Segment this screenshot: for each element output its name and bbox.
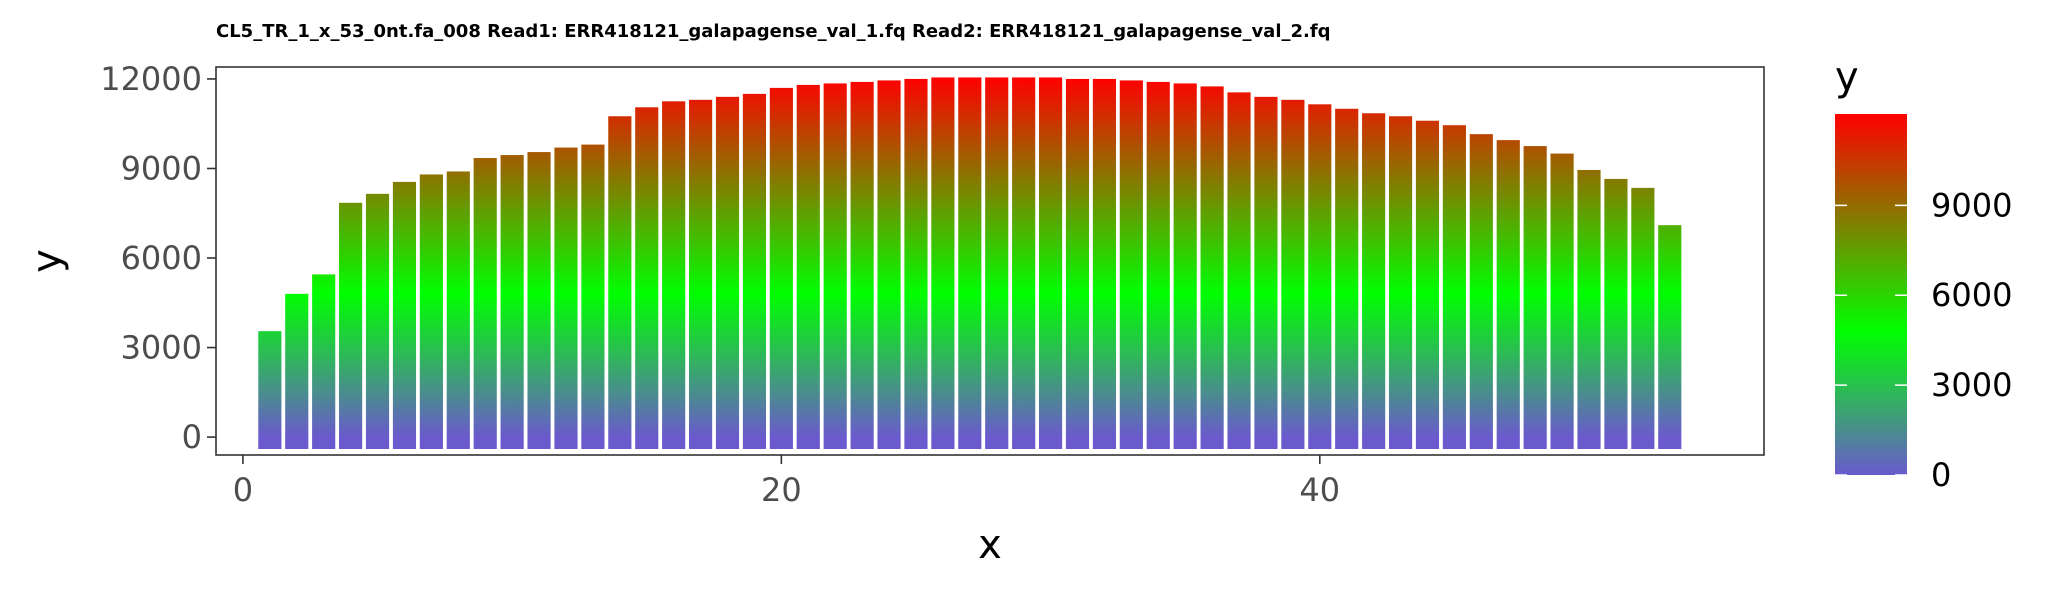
bar [1550, 153, 1574, 450]
bar [1388, 116, 1413, 449]
bar [877, 80, 901, 450]
bar [635, 107, 659, 449]
x-axis-title: x [978, 522, 1002, 568]
bar [419, 174, 443, 449]
bar [1092, 78, 1116, 449]
bar [823, 83, 847, 450]
bar [850, 81, 874, 450]
bar [527, 152, 551, 449]
y-tick-label: 9000 [121, 149, 202, 187]
bar [1200, 86, 1224, 450]
bar [1227, 92, 1251, 450]
bar [312, 274, 336, 449]
y-tick-label: 0 [182, 418, 202, 456]
bar [769, 87, 793, 449]
chart-title: CL5_TR_1_x_53_0nt.fa_008 Read1: ERR41812… [216, 21, 1331, 42]
bar [258, 331, 282, 449]
legend-ticks: 0 3000 6000 9000 [1835, 186, 2012, 494]
bars-layer [258, 77, 1682, 450]
bar [1496, 140, 1520, 449]
bar [1308, 104, 1332, 449]
bar [1012, 77, 1036, 449]
plot-panel-border [215, 66, 1765, 456]
bar [500, 155, 524, 450]
legend-tick-label: 0 [1931, 456, 1951, 494]
bar [1658, 225, 1682, 449]
bar [1039, 77, 1063, 449]
color-legend: y 0 3000 6000 9000 [1835, 54, 2012, 494]
bar [1442, 125, 1466, 449]
bar [1254, 96, 1278, 449]
y-axis-title: y [24, 249, 70, 273]
bar [473, 158, 497, 449]
bar [662, 101, 686, 449]
bar [796, 84, 820, 449]
x-tick-label: 20 [761, 471, 802, 509]
bar [1577, 169, 1601, 449]
bar [365, 193, 390, 449]
bar [1335, 108, 1359, 449]
legend-tick-label: 6000 [1931, 276, 2012, 314]
bar [608, 116, 632, 449]
legend-tick-label: 3000 [1931, 366, 2012, 404]
bar [1415, 120, 1440, 449]
bar [985, 77, 1009, 449]
bar [1631, 187, 1655, 449]
bar [581, 144, 605, 449]
bar [742, 93, 767, 450]
y-tick-label: 3000 [121, 329, 202, 367]
bar [715, 96, 740, 449]
y-tick-label: 6000 [121, 239, 202, 277]
bar [1065, 78, 1090, 449]
x-tick-label: 0 [233, 471, 253, 509]
bar [446, 171, 470, 449]
bar [1146, 81, 1170, 450]
bar [1469, 134, 1493, 449]
bar [931, 77, 955, 449]
y-axis: 0 3000 6000 9000 12000 [100, 60, 216, 456]
bar [1604, 178, 1628, 450]
bar [1119, 80, 1143, 450]
bar [554, 147, 578, 449]
x-tick-label: 40 [1299, 471, 1340, 509]
bar [689, 99, 713, 449]
bar [1362, 113, 1386, 449]
bar [958, 77, 982, 449]
bar [392, 181, 417, 449]
bar [1173, 83, 1197, 450]
bar [1281, 99, 1305, 449]
bar [904, 78, 928, 449]
bar [285, 293, 309, 449]
x-axis: 0 20 40 [233, 455, 1340, 509]
bar [339, 202, 363, 449]
bar [1523, 146, 1547, 449]
y-tick-label: 12000 [100, 60, 202, 98]
legend-tick-label: 9000 [1931, 186, 2012, 224]
legend-title: y [1835, 54, 1859, 100]
